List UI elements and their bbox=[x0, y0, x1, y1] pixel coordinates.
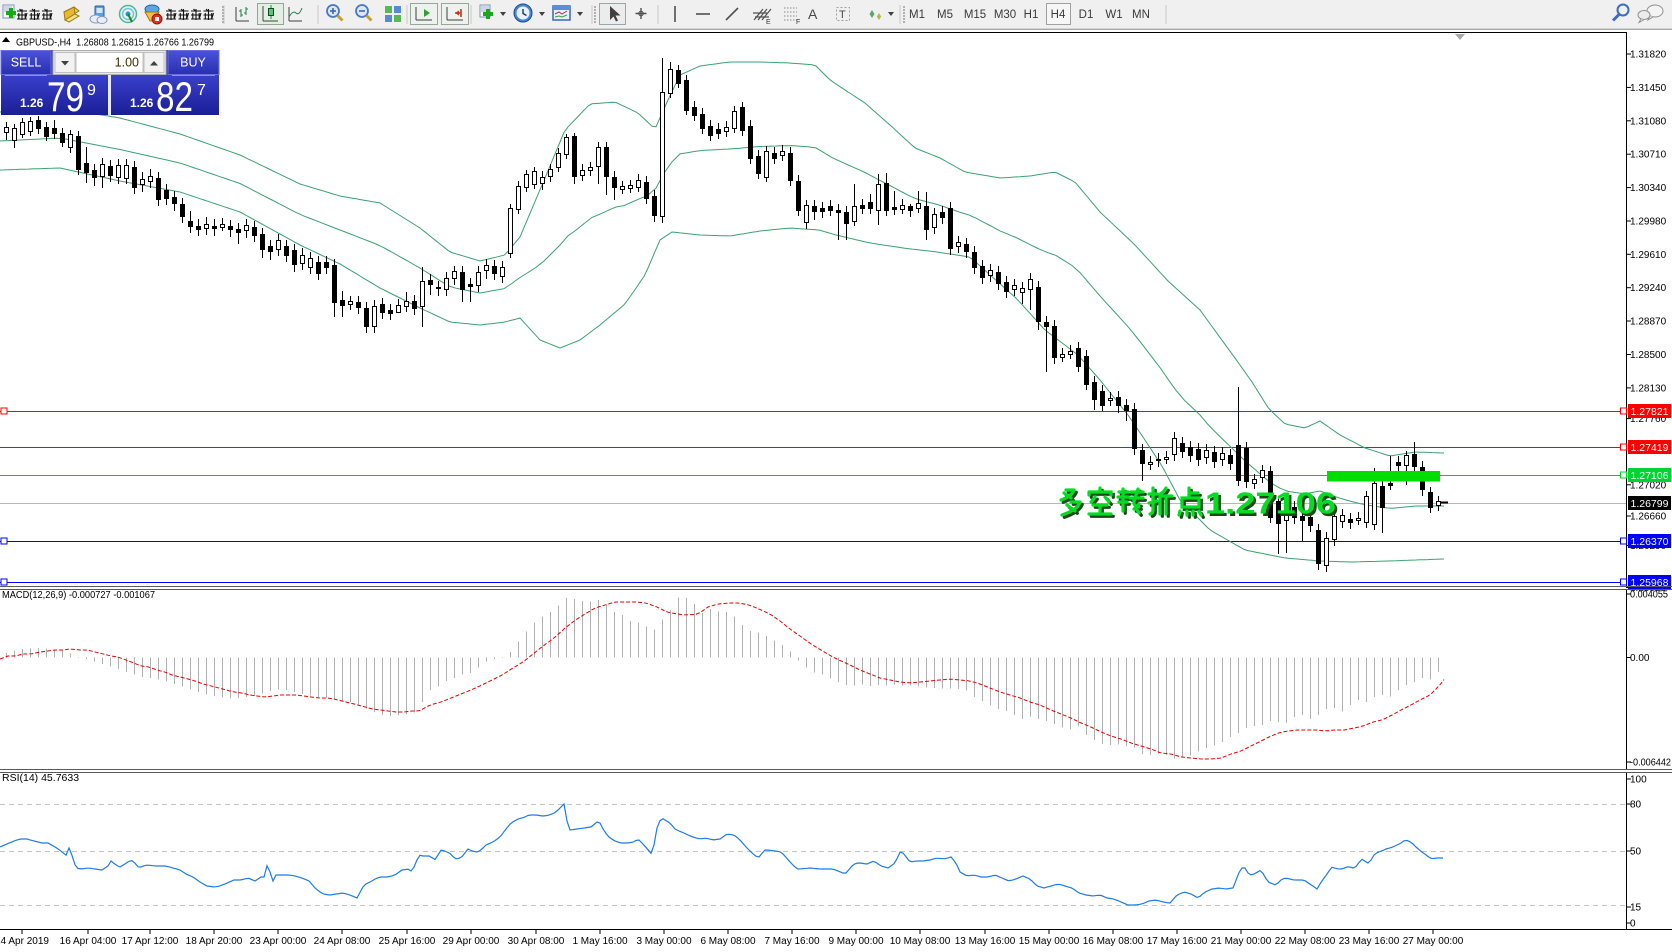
svg-text:1.27106: 1.27106 bbox=[1208, 488, 1339, 523]
svg-text:1.31820: 1.31820 bbox=[1630, 50, 1667, 61]
svg-text:1.00: 1.00 bbox=[115, 56, 139, 70]
svg-text:16 May 08:00: 16 May 08:00 bbox=[1083, 936, 1144, 947]
svg-text:25 Apr 16:00: 25 Apr 16:00 bbox=[379, 936, 436, 947]
svg-text:1.29610: 1.29610 bbox=[1630, 250, 1667, 261]
svg-text:22 May 08:00: 22 May 08:00 bbox=[1275, 936, 1336, 947]
svg-text:GBPUSD-,H4 1.26808 1.26815 1.: GBPUSD-,H4 1.26808 1.26815 1.26766 1.267… bbox=[16, 37, 214, 49]
svg-text:1.31450: 1.31450 bbox=[1630, 83, 1667, 94]
svg-text:1.29240: 1.29240 bbox=[1630, 283, 1667, 294]
svg-text:F: F bbox=[796, 19, 800, 26]
svg-text:100: 100 bbox=[1630, 775, 1647, 786]
svg-text:H4: H4 bbox=[1051, 9, 1066, 21]
svg-text:RSI(14) 45.7633: RSI(14) 45.7633 bbox=[2, 772, 79, 784]
svg-text:1.26799: 1.26799 bbox=[1631, 498, 1669, 510]
svg-text:1.25968: 1.25968 bbox=[1631, 577, 1669, 589]
svg-text:13 May 16:00: 13 May 16:00 bbox=[955, 936, 1016, 947]
svg-text:1.27760: 1.27760 bbox=[1630, 414, 1667, 425]
svg-text:16 Apr 04:00: 16 Apr 04:00 bbox=[60, 936, 117, 947]
svg-text:D1: D1 bbox=[1079, 9, 1094, 21]
svg-text:M5: M5 bbox=[937, 9, 953, 21]
svg-text:W1: W1 bbox=[1105, 9, 1122, 21]
svg-text:0.00: 0.00 bbox=[1630, 653, 1650, 664]
svg-text:18 Apr 20:00: 18 Apr 20:00 bbox=[186, 936, 243, 947]
svg-text:A: A bbox=[808, 6, 818, 22]
svg-text:15: 15 bbox=[1630, 903, 1642, 914]
svg-text:1.31080: 1.31080 bbox=[1630, 116, 1667, 127]
svg-text:1.27821: 1.27821 bbox=[1631, 406, 1669, 418]
svg-text:M30: M30 bbox=[994, 9, 1016, 21]
svg-text:21 May 00:00: 21 May 00:00 bbox=[1211, 936, 1272, 947]
svg-text:1 May 16:00: 1 May 16:00 bbox=[572, 936, 627, 947]
svg-text:3 May 00:00: 3 May 00:00 bbox=[636, 936, 691, 947]
svg-text:H1: H1 bbox=[1024, 9, 1039, 21]
svg-text:BUY: BUY bbox=[180, 56, 206, 70]
svg-text:M15: M15 bbox=[964, 9, 986, 21]
svg-text:15 May 00:00: 15 May 00:00 bbox=[1019, 936, 1080, 947]
svg-text:9: 9 bbox=[87, 82, 96, 99]
svg-text:10 May 08:00: 10 May 08:00 bbox=[890, 936, 951, 947]
svg-text:1.27020: 1.27020 bbox=[1630, 480, 1667, 491]
svg-text:6 May 08:00: 6 May 08:00 bbox=[700, 936, 755, 947]
svg-text:1.26: 1.26 bbox=[130, 96, 154, 110]
svg-text:17 May 16:00: 17 May 16:00 bbox=[1147, 936, 1208, 947]
svg-text:1.28130: 1.28130 bbox=[1630, 383, 1667, 394]
svg-text:9 May 00:00: 9 May 00:00 bbox=[828, 936, 883, 947]
svg-text:1.26660: 1.26660 bbox=[1630, 512, 1667, 523]
svg-text:50: 50 bbox=[1630, 847, 1642, 858]
svg-text:79: 79 bbox=[47, 73, 84, 120]
svg-text:1.27106: 1.27106 bbox=[1631, 470, 1669, 482]
svg-text:E: E bbox=[766, 19, 771, 26]
svg-text:1.28870: 1.28870 bbox=[1630, 317, 1667, 328]
svg-text:30 Apr 08:00: 30 Apr 08:00 bbox=[508, 936, 565, 947]
svg-text:0: 0 bbox=[1630, 919, 1636, 930]
svg-text:7 May 16:00: 7 May 16:00 bbox=[764, 936, 819, 947]
svg-text:MN: MN bbox=[1132, 9, 1150, 21]
svg-text:17 Apr 12:00: 17 Apr 12:00 bbox=[122, 936, 179, 947]
svg-text:SELL: SELL bbox=[11, 56, 42, 70]
svg-text:29 Apr 00:00: 29 Apr 00:00 bbox=[443, 936, 500, 947]
svg-text:1.27419: 1.27419 bbox=[1631, 442, 1669, 454]
svg-text:1.29980: 1.29980 bbox=[1630, 217, 1667, 228]
svg-text:1.30340: 1.30340 bbox=[1630, 183, 1667, 194]
svg-text:0.004055: 0.004055 bbox=[1630, 590, 1668, 601]
svg-text:24 Apr 08:00: 24 Apr 08:00 bbox=[314, 936, 371, 947]
svg-text:1.27106: 1.27106 bbox=[1205, 486, 1336, 521]
svg-text:M1: M1 bbox=[909, 9, 925, 21]
svg-text:7: 7 bbox=[197, 82, 206, 99]
svg-text:-0.006442: -0.006442 bbox=[1630, 758, 1671, 769]
svg-text:1.30710: 1.30710 bbox=[1630, 150, 1667, 161]
svg-text:14 Apr 2019: 14 Apr 2019 bbox=[0, 936, 49, 947]
svg-text:27 May 00:00: 27 May 00:00 bbox=[1403, 936, 1464, 947]
svg-text:1.28500: 1.28500 bbox=[1630, 350, 1667, 361]
svg-text:80: 80 bbox=[1630, 800, 1642, 811]
svg-text:82: 82 bbox=[156, 73, 193, 120]
svg-text:23 May 16:00: 23 May 16:00 bbox=[1339, 936, 1400, 947]
svg-text:23 Apr 00:00: 23 Apr 00:00 bbox=[250, 936, 307, 947]
svg-text:1.26: 1.26 bbox=[20, 96, 44, 110]
svg-text:MACD(12,26,9) -0.000727 -0.001: MACD(12,26,9) -0.000727 -0.001067 bbox=[2, 589, 155, 601]
svg-text:1.26370: 1.26370 bbox=[1631, 536, 1669, 548]
svg-text:T: T bbox=[839, 9, 846, 21]
